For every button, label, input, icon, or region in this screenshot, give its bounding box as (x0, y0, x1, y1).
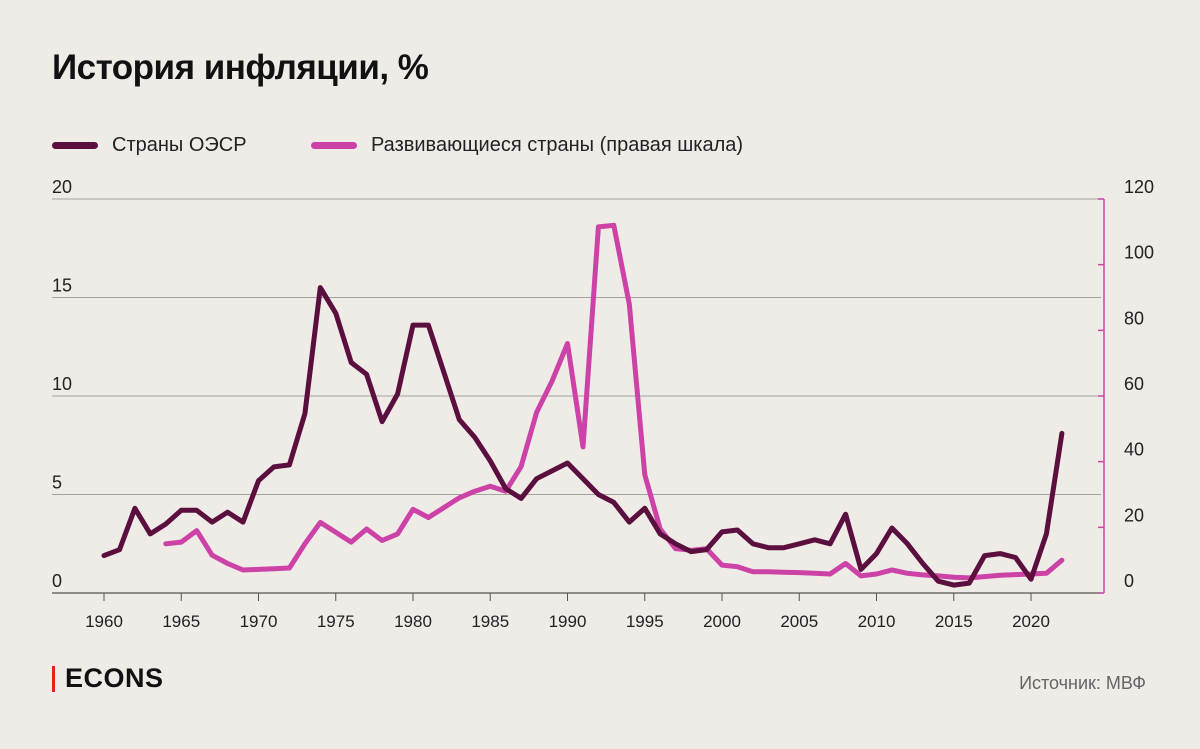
brand-logo: ECONS (52, 663, 164, 694)
chart-title: История инфляции, % (52, 48, 429, 87)
x-tick-label: 1990 (549, 612, 587, 631)
x-tick-label: 2000 (703, 612, 741, 631)
x-tick-label: 1970 (240, 612, 278, 631)
y-right-tick-label: 100 (1124, 243, 1154, 263)
legend-label-developing: Развивающиеся страны (правая шкала) (371, 134, 744, 156)
y-right-tick-label: 0 (1124, 571, 1134, 591)
brand-name: ECONS (65, 663, 164, 693)
legend-label-oecd: Страны ОЭСР (112, 134, 247, 156)
y-left-tick-label: 15 (52, 276, 72, 296)
legend-swatch-oecd (52, 142, 98, 149)
y-right-tick-label: 40 (1124, 440, 1144, 460)
x-tick-label: 1965 (162, 612, 200, 631)
source-note: Источник: МВФ (1019, 673, 1146, 693)
y-right-tick-label: 120 (1124, 177, 1154, 197)
y-right-tick-label: 80 (1124, 308, 1144, 328)
y-right-tick-label: 60 (1124, 374, 1144, 394)
y-left-tick-label: 10 (52, 374, 72, 394)
series-line-developing (163, 222, 1065, 581)
y-left-tick-label: 20 (52, 177, 72, 197)
y-right-tick-label: 20 (1124, 505, 1144, 525)
y-left-tick-label: 5 (52, 473, 62, 493)
x-tick-label: 1995 (626, 612, 664, 631)
legend-item-oecd: Страны ОЭСР (52, 134, 247, 157)
brand-accent-bar (52, 665, 55, 692)
x-tick-label: 2010 (858, 612, 896, 631)
x-tick-label: 1985 (471, 612, 509, 631)
x-tick-label: 2020 (1012, 612, 1050, 631)
x-tick-label: 1980 (394, 612, 432, 631)
y-left-tick-label: 0 (52, 571, 62, 591)
x-tick-label: 1960 (85, 612, 123, 631)
x-tick-label: 2005 (780, 612, 818, 631)
series-line-oecd (101, 285, 1065, 588)
x-tick-label: 1975 (317, 612, 355, 631)
legend-swatch-developing (311, 142, 357, 149)
x-tick-label: 2015 (935, 612, 973, 631)
legend-item-developing: Развивающиеся страны (правая шкала) (311, 134, 743, 157)
